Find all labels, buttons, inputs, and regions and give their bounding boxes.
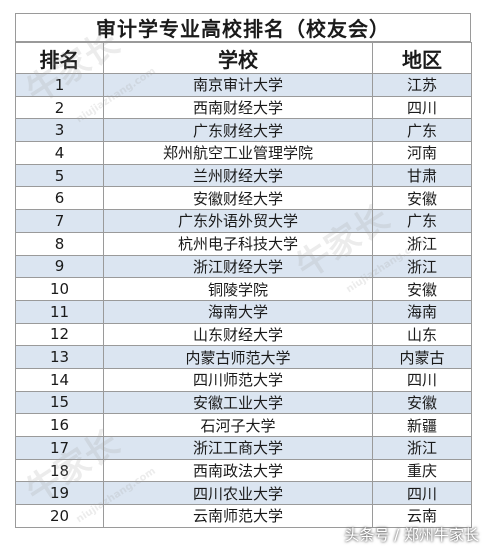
rank-cell: 11 <box>15 299 104 324</box>
rank-cell: 15 <box>15 390 104 415</box>
school-cell: 西南政法大学 <box>103 458 373 483</box>
table-row: 8 杭州电子科技大学 浙江 <box>15 231 472 256</box>
region-cell: 浙江 <box>372 436 472 460</box>
region-cell: 四川 <box>372 481 472 506</box>
table-row: 16 石河子大学 新疆 <box>15 413 472 437</box>
school-cell: 浙江工商大学 <box>103 436 373 460</box>
table-row: 12 山东财经大学 山东 <box>15 322 472 347</box>
table-row: 4 郑州航空工业管理学院 河南 <box>15 141 472 165</box>
region-cell: 重庆 <box>372 458 472 483</box>
school-cell: 兰州财经大学 <box>103 163 373 188</box>
region-cell: 安徽 <box>372 390 472 415</box>
region-cell: 江苏 <box>372 73 472 97</box>
region-cell: 广东 <box>372 118 472 143</box>
school-cell: 山东财经大学 <box>103 322 373 347</box>
rank-cell: 6 <box>15 186 104 211</box>
school-cell: 广东财经大学 <box>103 118 373 143</box>
ranking-table: 排名 学校 地区 1 南京审计大学 江苏 2 西南财经大学 四川 3 广东财经大学 广东 4 郑州航… <box>15 42 472 528</box>
region-cell: 山东 <box>372 322 472 347</box>
school-cell: 安徽财经大学 <box>103 186 373 211</box>
rank-cell: 13 <box>15 345 104 369</box>
region-cell: 海南 <box>372 299 472 324</box>
table-row: 17 浙江工商大学 浙江 <box>15 436 472 460</box>
table-row: 6 安徽财经大学 安徽 <box>15 186 472 211</box>
region-cell: 安徽 <box>372 186 472 211</box>
school-cell: 云南师范大学 <box>103 504 373 528</box>
school-cell: 西南财经大学 <box>103 95 373 120</box>
school-cell: 铜陵学院 <box>103 277 373 301</box>
rank-cell: 19 <box>15 481 104 506</box>
header-school: 学校 <box>103 42 373 74</box>
school-cell: 郑州航空工业管理学院 <box>103 141 373 165</box>
table-title: 审计学专业高校排名（校友会） <box>15 13 471 42</box>
region-cell: 内蒙古 <box>372 345 472 369</box>
rank-cell: 4 <box>15 141 104 165</box>
region-cell: 浙江 <box>372 254 472 279</box>
region-cell: 新疆 <box>372 413 472 437</box>
table-row: 2 西南财经大学 四川 <box>15 95 472 120</box>
school-cell: 内蒙古师范大学 <box>103 345 373 369</box>
rank-cell: 2 <box>15 95 104 120</box>
rank-cell: 5 <box>15 163 104 188</box>
school-cell: 南京审计大学 <box>103 73 373 97</box>
table-row: 13 内蒙古师范大学 内蒙古 <box>15 345 472 369</box>
table-row: 11 海南大学 海南 <box>15 299 472 324</box>
region-cell: 广东 <box>372 209 472 233</box>
school-cell: 石河子大学 <box>103 413 373 437</box>
table-row: 10 铜陵学院 安徽 <box>15 277 472 301</box>
table-row: 18 西南政法大学 重庆 <box>15 458 472 483</box>
table-row: 15 安徽工业大学 安徽 <box>15 390 472 415</box>
table-row: 5 兰州财经大学 甘肃 <box>15 163 472 188</box>
rank-cell: 3 <box>15 118 104 143</box>
rank-cell: 17 <box>15 436 104 460</box>
rank-cell: 8 <box>15 231 104 256</box>
rank-cell: 14 <box>15 367 104 392</box>
header-rank: 排名 <box>15 42 104 74</box>
table-row: 20 云南师范大学 云南 <box>15 504 472 528</box>
region-cell: 河南 <box>372 141 472 165</box>
region-cell: 安徽 <box>372 277 472 301</box>
rank-cell: 18 <box>15 458 104 483</box>
table-row: 7 广东外语外贸大学 广东 <box>15 209 472 233</box>
region-cell: 甘肃 <box>372 163 472 188</box>
footer-credit: 头条号 / 郑州牛家长 <box>344 526 479 544</box>
school-cell: 杭州电子科技大学 <box>103 231 373 256</box>
school-cell: 海南大学 <box>103 299 373 324</box>
region-cell: 云南 <box>372 504 472 528</box>
header-region: 地区 <box>372 42 472 74</box>
school-cell: 浙江财经大学 <box>103 254 373 279</box>
school-cell: 四川师范大学 <box>103 367 373 392</box>
table-row: 19 四川农业大学 四川 <box>15 481 472 506</box>
rank-cell: 7 <box>15 209 104 233</box>
table-row: 3 广东财经大学 广东 <box>15 118 472 143</box>
table-row: 9 浙江财经大学 浙江 <box>15 254 472 279</box>
region-cell: 四川 <box>372 367 472 392</box>
rank-cell: 9 <box>15 254 104 279</box>
region-cell: 四川 <box>372 95 472 120</box>
school-cell: 广东外语外贸大学 <box>103 209 373 233</box>
table-row: 1 南京审计大学 江苏 <box>15 73 472 97</box>
rank-cell: 20 <box>15 504 104 528</box>
rank-cell: 16 <box>15 413 104 437</box>
table-row: 14 四川师范大学 四川 <box>15 367 472 392</box>
school-cell: 四川农业大学 <box>103 481 373 506</box>
school-cell: 安徽工业大学 <box>103 390 373 415</box>
rank-cell: 1 <box>15 73 104 97</box>
header-row: 排名 学校 地区 <box>15 42 472 74</box>
rank-cell: 10 <box>15 277 104 301</box>
region-cell: 浙江 <box>372 231 472 256</box>
rank-cell: 12 <box>15 322 104 347</box>
